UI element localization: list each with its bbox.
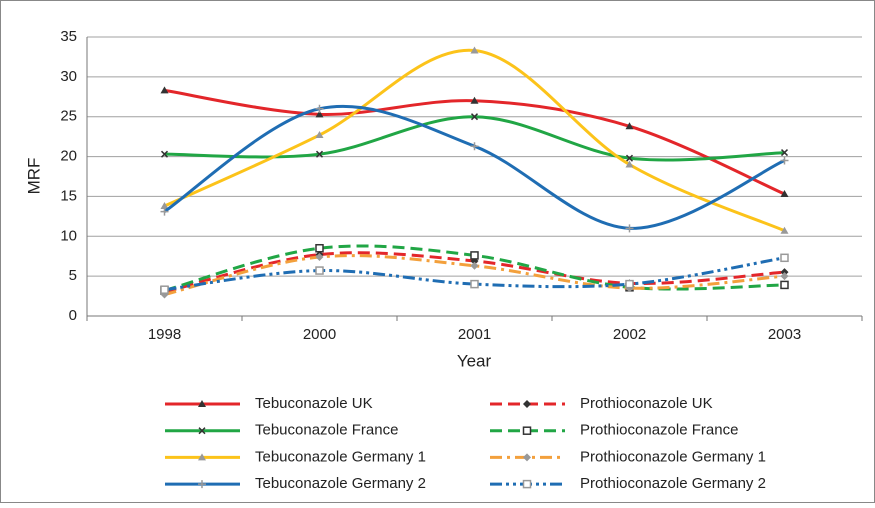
y-tick-label: 35	[60, 28, 77, 45]
data-point	[160, 86, 169, 94]
legend-label: Tebuconazole France	[255, 422, 398, 439]
x-tick-label: 2003	[768, 326, 801, 343]
data-point	[160, 207, 169, 216]
data-point	[470, 261, 479, 270]
x-tick-label: 2002	[613, 326, 646, 343]
legend-label: Prothioconazole France	[580, 422, 738, 439]
legend-marker	[522, 426, 532, 435]
data-point	[315, 131, 324, 139]
legend-marker	[522, 479, 532, 489]
data-point	[780, 149, 789, 157]
data-point	[470, 96, 479, 104]
legend-marker	[198, 453, 206, 461]
data-point	[780, 226, 789, 234]
data-point	[470, 251, 479, 260]
data-point	[780, 272, 789, 281]
y-tick-label: 25	[60, 108, 77, 125]
data-point	[470, 142, 479, 151]
y-axis-title: MRF	[24, 158, 43, 195]
y-tick-label: 10	[60, 227, 77, 244]
legend-marker	[198, 427, 206, 435]
data-point	[470, 113, 479, 121]
data-point	[470, 279, 479, 289]
legend-marker	[198, 400, 206, 407]
legend-label: Prothioconazole Germany 1	[580, 448, 766, 465]
data-point	[315, 243, 324, 253]
data-point	[625, 224, 634, 233]
x-tick-label: 2001	[458, 326, 491, 343]
data-point	[780, 156, 789, 165]
y-tick-label: 15	[60, 187, 77, 204]
data-point	[160, 285, 169, 294]
legend-label: Tebuconazole Germany 1	[255, 448, 426, 465]
legend-marker	[523, 453, 531, 462]
data-point	[315, 266, 324, 275]
data-point	[780, 190, 789, 198]
x-tick-label: 1998	[148, 326, 181, 343]
data-point	[625, 160, 634, 168]
legend-label: Tebuconazole Germany 2	[255, 475, 426, 492]
data-point	[315, 104, 324, 113]
data-point	[315, 150, 324, 158]
x-tick-label: 2000	[303, 326, 336, 343]
legend-label: Prothioconazole UK	[580, 395, 713, 412]
data-point	[160, 201, 169, 209]
data-point	[780, 253, 789, 263]
legend-label: Prothioconazole Germany 2	[580, 475, 766, 492]
data-point	[625, 122, 634, 130]
data-point	[470, 46, 479, 54]
data-point	[160, 150, 169, 158]
legend-label: Tebuconazole UK	[255, 395, 373, 412]
legend-marker	[523, 400, 531, 408]
x-axis-title: Year	[457, 351, 492, 370]
y-tick-label: 5	[69, 267, 77, 284]
y-tick-label: 20	[60, 148, 77, 165]
y-tick-label: 0	[69, 307, 77, 324]
y-tick-label: 30	[60, 68, 77, 85]
data-point	[315, 110, 324, 118]
legend-marker	[198, 480, 206, 489]
data-point	[780, 280, 789, 290]
data-point	[625, 154, 634, 162]
series-line	[164, 254, 785, 296]
data-point	[625, 279, 634, 289]
data-point	[315, 253, 324, 262]
